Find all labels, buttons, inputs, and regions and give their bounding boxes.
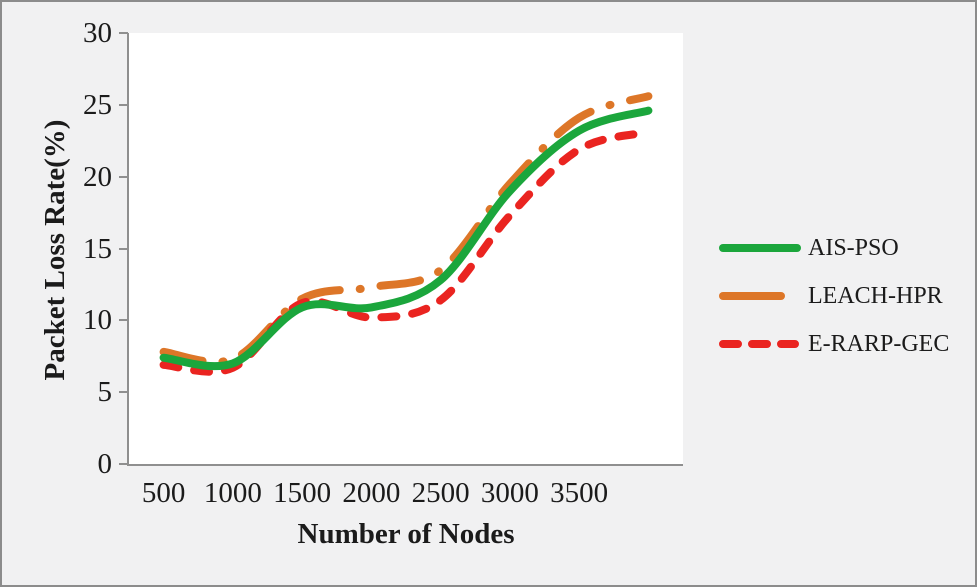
x-tick-label: 2000	[342, 477, 401, 509]
legend-line-ais-pso-icon	[719, 244, 801, 252]
y-tick-label: 5	[97, 376, 113, 409]
y-tick-label: 10	[83, 304, 112, 337]
y-tick-label: 0	[97, 448, 113, 480]
y-tick-mark	[119, 247, 128, 250]
y-axis-line	[127, 33, 129, 466]
legend: AIS-PSO LEACH-HPR E-RARP-GEC	[718, 224, 973, 368]
legend-label: E-RARP-GEC	[808, 330, 950, 357]
y-tick-mark	[119, 319, 128, 322]
legend-line-leach-hpr-icon	[719, 292, 785, 300]
series-line-e-rarp-gec	[159, 128, 653, 376]
x-tick-label: 500	[141, 477, 186, 509]
y-tick-mark	[119, 391, 128, 394]
y-tick-label: 30	[83, 17, 112, 49]
legend-line-e-rarp-gec-icon	[719, 340, 799, 348]
y-tick-mark	[119, 463, 128, 465]
x-tick-label: 3500	[550, 477, 609, 509]
x-axis-title: Number of Nodes	[297, 518, 515, 550]
legend-item-e-rarp-gec: E-RARP-GEC	[718, 320, 973, 368]
y-tick-label: 25	[83, 88, 112, 121]
y-tick-mark	[119, 32, 128, 34]
x-axis-line	[127, 464, 683, 466]
x-tick-label: 3000	[480, 477, 539, 509]
y-tick-label: 20	[83, 160, 112, 193]
y-tick-label: 15	[83, 232, 112, 265]
x-tick-label: 2500	[411, 477, 470, 509]
y-tick-mark	[119, 103, 128, 106]
x-tick-label: 1500	[273, 477, 332, 509]
x-tick-label: 1000	[203, 477, 262, 509]
legend-item-ais-pso: AIS-PSO	[718, 224, 973, 272]
legend-item-leach-hpr: LEACH-HPR	[718, 272, 973, 320]
y-tick-mark	[119, 175, 128, 178]
plot-area	[129, 33, 683, 464]
series-line-ais-pso	[159, 106, 653, 371]
series-curves	[159, 92, 653, 376]
y-axis-title: Packet Loss Rate(%)	[39, 119, 71, 381]
legend-label: AIS-PSO	[808, 234, 899, 261]
legend-label: LEACH-HPR	[808, 282, 943, 309]
